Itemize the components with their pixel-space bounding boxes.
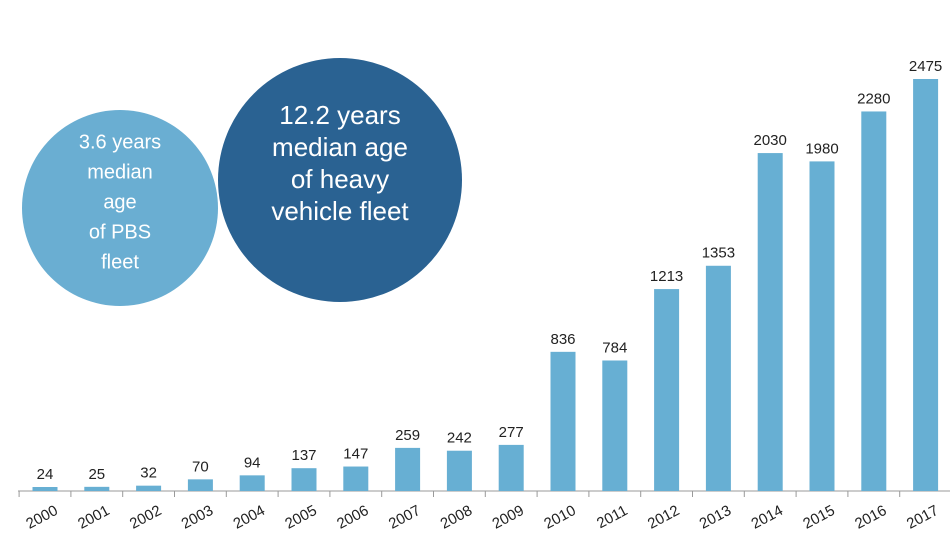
x-tick-label: 2014 bbox=[748, 502, 785, 533]
annotation-text: fleet bbox=[101, 251, 139, 273]
x-tick-label: 2017 bbox=[904, 502, 941, 533]
bar bbox=[291, 468, 317, 491]
bar bbox=[136, 485, 162, 491]
annotation-text: median age bbox=[272, 132, 408, 162]
value-label: 137 bbox=[291, 447, 316, 464]
value-label: 277 bbox=[499, 424, 524, 441]
bar bbox=[84, 486, 110, 491]
value-label: 2280 bbox=[857, 90, 890, 107]
bar bbox=[187, 479, 213, 491]
bar bbox=[809, 161, 835, 491]
annotation-text: 12.2 years bbox=[279, 100, 400, 130]
x-tick-label: 2001 bbox=[75, 502, 112, 533]
x-tick-label: 2011 bbox=[594, 502, 630, 532]
value-label: 147 bbox=[343, 445, 368, 462]
annotation-circle bbox=[218, 58, 462, 302]
bar bbox=[705, 265, 731, 491]
x-tick-label: 2002 bbox=[127, 502, 164, 533]
x-tick-label: 2003 bbox=[179, 502, 216, 533]
x-tick-label: 2010 bbox=[541, 502, 578, 533]
x-tick-label: 2007 bbox=[386, 502, 423, 533]
x-tick-label: 2012 bbox=[645, 502, 682, 533]
bar bbox=[861, 111, 887, 492]
x-tick-label: 2006 bbox=[334, 502, 371, 533]
x-tick-label: 2009 bbox=[489, 502, 526, 533]
x-tick-label: 2005 bbox=[282, 502, 319, 533]
value-label: 2475 bbox=[909, 58, 942, 75]
value-label: 784 bbox=[602, 339, 627, 356]
value-label: 1980 bbox=[805, 140, 838, 157]
x-tick-label: 2004 bbox=[230, 502, 267, 533]
value-label: 1213 bbox=[650, 268, 683, 285]
bar bbox=[602, 360, 628, 491]
bar bbox=[654, 289, 680, 491]
annotation-text: of heavy bbox=[291, 164, 389, 194]
x-tick-label: 2000 bbox=[23, 502, 60, 533]
bar bbox=[32, 487, 58, 491]
value-label: 94 bbox=[244, 454, 261, 471]
annotation-text: 3.6 years bbox=[79, 131, 161, 153]
bar bbox=[913, 79, 939, 491]
annotation-text: of PBS bbox=[89, 221, 151, 243]
value-label: 32 bbox=[140, 465, 157, 482]
annotation-text: median bbox=[87, 161, 153, 183]
x-tick-label: 2016 bbox=[852, 502, 889, 533]
value-label: 25 bbox=[88, 466, 105, 483]
value-label: 259 bbox=[395, 427, 420, 444]
bar bbox=[498, 444, 524, 491]
value-label: 836 bbox=[550, 331, 575, 348]
x-tick-label: 2015 bbox=[800, 502, 837, 533]
bar bbox=[550, 351, 576, 491]
value-label: 242 bbox=[447, 430, 472, 447]
bar bbox=[395, 447, 421, 491]
value-label: 24 bbox=[37, 466, 54, 483]
x-tick-label: 2013 bbox=[697, 502, 734, 533]
bar bbox=[239, 475, 265, 491]
bar bbox=[343, 466, 369, 491]
annotation-text: age bbox=[103, 191, 136, 213]
value-label: 2030 bbox=[754, 132, 787, 149]
value-label: 1353 bbox=[702, 245, 735, 262]
bar bbox=[757, 153, 783, 491]
x-tick-label: 2008 bbox=[438, 502, 475, 533]
annotation-circle bbox=[22, 110, 218, 306]
annotation-text: vehicle fleet bbox=[271, 196, 409, 226]
bar bbox=[446, 450, 472, 491]
value-label: 70 bbox=[192, 458, 209, 475]
